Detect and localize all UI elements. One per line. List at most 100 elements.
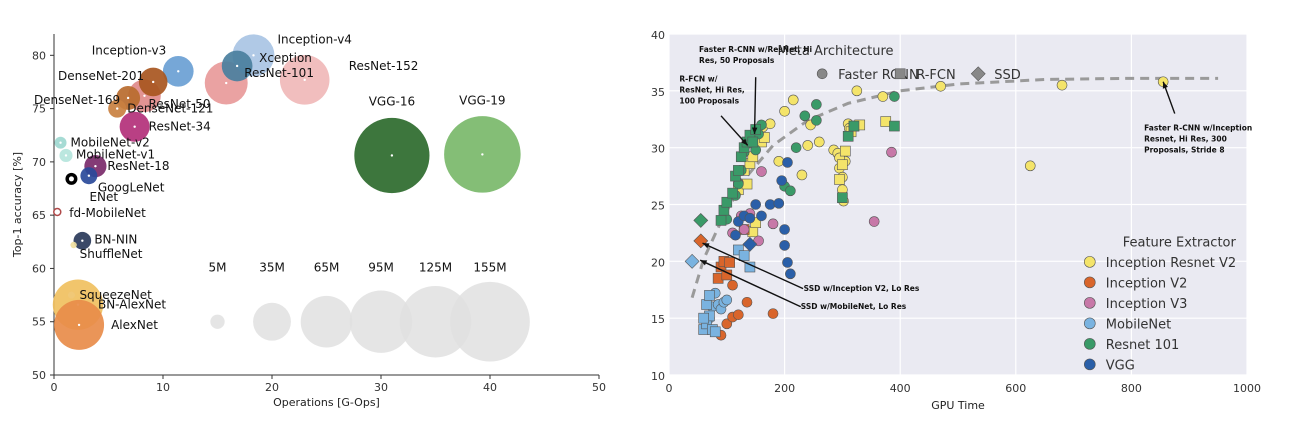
point-inception-v2-circle [741, 296, 753, 308]
point-label-bn-alexnet: BN-AlexNet [98, 298, 166, 312]
point-center-vgg-16 [390, 154, 394, 157]
point-resnet-101-square [837, 192, 848, 203]
feature-legend-marker-inception-v2 [1083, 276, 1096, 289]
x-tick-label: 40 [483, 381, 497, 394]
point-inception-v2-circle [721, 318, 733, 330]
annotation-arrow-head [741, 138, 748, 146]
point-center-resnet-34 [133, 125, 136, 128]
point-label-xception: Xception [259, 51, 312, 65]
point-label-bn-nin: BN-NIN [94, 233, 137, 247]
x-axis-label: Operations [G-Ops] [273, 396, 380, 409]
point-shufflenet [70, 241, 77, 249]
x-tick-label: 200 [774, 382, 795, 395]
point-resnet-101-square [842, 131, 854, 142]
feature-legend-title: Feature Extractor [1123, 236, 1237, 251]
annotation-arrow-head [1162, 81, 1168, 89]
point-vgg-circle [756, 210, 767, 222]
meta-legend-title: Meta Architecture [778, 44, 894, 59]
feature-legend-label-inception-v3: Inception V3 [1106, 297, 1188, 312]
meta-legend-label-ssd: SSD [994, 68, 1021, 83]
annotation-text: R-FCN w/ [679, 75, 717, 84]
pareto-frontier-line [690, 76, 1219, 299]
point-inception-v2-circle [733, 309, 744, 321]
point-squeezenet [67, 291, 75, 299]
x-tick-label: 50 [592, 381, 606, 394]
point-center-densenet-169 [126, 96, 130, 100]
point-vgg-circle [785, 268, 796, 280]
point-inception-resnet-v2-circle [1024, 160, 1036, 172]
point-center-xception [235, 64, 239, 68]
point-label-fd-mobilenet: fd-MobileNet [69, 206, 146, 220]
point-resnet-101-circle [811, 99, 822, 110]
point-mobilenet-square [733, 244, 744, 256]
point-inception-v3-circle [756, 166, 767, 177]
point-inception-resnet-v2-circle [851, 85, 863, 97]
point-inception-resnet-v2-square [834, 174, 845, 185]
point-vgg-circle [776, 175, 788, 186]
point-label-vgg-16: VGG-16 [369, 94, 415, 108]
point-label-resnet-50: ResNet-50 [148, 97, 210, 111]
point-vgg-circle [750, 199, 761, 210]
annotation-text: SSD w/Inception V2, Lo Res [804, 284, 920, 293]
y-tick-label: 15 [651, 313, 665, 326]
y-tick-label: 35 [651, 86, 665, 99]
y-tick-label: 55 [32, 316, 46, 329]
x-tick-label: 600 [1005, 382, 1026, 395]
point-vgg-circle [782, 257, 793, 268]
point-inception-resnet-v2-circle [1056, 79, 1068, 91]
feature-legend-marker-inception-v3 [1083, 297, 1096, 309]
point-resnet-101-circle [811, 115, 822, 126]
point-center-vgg-19 [481, 153, 484, 156]
point-inception-resnet-v2-circle [877, 91, 889, 102]
point-center-densenet-121 [116, 107, 119, 110]
feature-legend-marker-mobilenet [1083, 317, 1096, 330]
y-tick-label: 80 [32, 49, 46, 62]
feature-legend-label-vgg: VGG [1106, 358, 1135, 373]
point-center-alexnet [77, 323, 81, 327]
point-center-resnet-152 [303, 78, 306, 82]
point-inception-resnet-v2-square [837, 159, 848, 171]
annotation-2: R-FCN w/ResNet, Hi Res, 100 Proposals [679, 75, 749, 146]
point-inception-resnet-v2-circle [779, 105, 790, 117]
point-resnet-101-diamond [693, 212, 709, 228]
point-resnet-101-square [727, 187, 738, 199]
point-resnet-101-square [889, 120, 900, 132]
y-tick-label: 20 [651, 256, 665, 269]
point-resnet-101-square [747, 136, 759, 148]
size-legend-label: 155M [473, 261, 506, 275]
y-tick-label: 65 [32, 209, 46, 222]
point-resnet-101-square [721, 196, 733, 208]
size-legend-circle [349, 290, 413, 353]
feature-legend-label-mobilenet: MobileNet [1106, 317, 1171, 332]
size-legend-circle [399, 285, 472, 358]
size-legend-label: 5M [209, 261, 227, 275]
point-mobilenet-square [709, 326, 721, 338]
annotation-arrow-head [700, 260, 708, 266]
point-label-mobilenet-v1: MobileNet-v1 [76, 147, 155, 161]
feature-legend-marker-resnet-101 [1083, 338, 1096, 350]
point-center-mobilenet-v1 [64, 154, 68, 157]
point-inception-v2-square [724, 257, 735, 268]
point-resnet-101-circle [889, 91, 900, 102]
size-legend-label: 35M [259, 261, 285, 275]
annotation-arrow-line [753, 77, 757, 135]
point-label-inception-v3: Inception-v3 [92, 43, 166, 57]
feature-legend-label-inception-resnet-v2: Inception Resnet V2 [1106, 256, 1236, 271]
point-label-alexnet: AlexNet [111, 318, 158, 332]
annotation-arrow-head [751, 127, 758, 135]
annotation-arrow-line [699, 259, 802, 308]
point-center-densenet-201 [151, 80, 155, 84]
point-mobilenet-square [701, 299, 712, 310]
point-label-resnet-152: ResNet-152 [349, 59, 419, 73]
point-mobilenet-square [738, 250, 750, 261]
point-vgg-circle [744, 212, 756, 224]
point-label-inception-v4: Inception-v4 [277, 32, 351, 46]
point-resnet-101-circle [790, 142, 802, 153]
point-resnet-101-circle [785, 185, 796, 197]
size-legend-label: 65M [314, 261, 340, 275]
x-tick-label: 400 [890, 382, 911, 395]
feature-legend-marker-inception-resnet-v2 [1083, 256, 1096, 268]
annotation-text: Proposals, Stride 8 [1144, 146, 1224, 155]
point-mobilenet-square [704, 290, 715, 301]
